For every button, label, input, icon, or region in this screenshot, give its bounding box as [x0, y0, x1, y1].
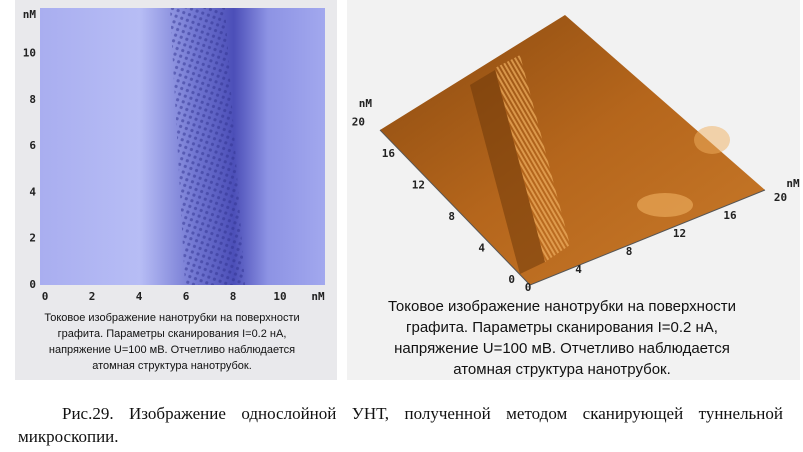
y-tick-label: 12: [412, 179, 425, 192]
x-tick-label: 4: [575, 263, 582, 276]
caption-line: атомная структура нанотрубок.: [92, 360, 252, 372]
surface-feature: [637, 193, 693, 217]
nanotube-lattice: [170, 8, 245, 285]
nanotube-3d: [495, 55, 570, 262]
y-tick-label: 8: [29, 93, 36, 106]
caption-line: графита. Параметры сканирования I=0.2 нА…: [406, 319, 718, 336]
x-tick-label: 6: [183, 290, 190, 303]
caption-line: Токовое изображение нанотрубки на поверх…: [44, 312, 299, 324]
x-tick-label: 2: [89, 290, 96, 303]
x-tick-label: 0: [42, 290, 49, 303]
caption-line: графита. Параметры сканирования I=0.2 нА…: [58, 328, 287, 340]
x-tick-label: 0: [525, 281, 532, 294]
y-tick-label: 20: [352, 116, 365, 129]
y-axis-unit: nM: [23, 8, 37, 21]
y-tick-label: 4: [478, 242, 485, 255]
y-tick-label: 2: [29, 232, 36, 245]
x-tick-label: 20: [774, 191, 787, 204]
y-tick-label: 6: [29, 139, 36, 152]
figure-caption: Рис.29. Изображение однослойной УНТ, пол…: [18, 404, 783, 446]
caption-line: Токовое изображение нанотрубки на поверх…: [388, 298, 736, 315]
x-tick-label: 12: [673, 227, 686, 240]
y-tick-label: 4: [29, 185, 36, 198]
y-tick-label: 10: [23, 47, 36, 60]
figure: 0 2 4 6 8 10 nM 0 2 4 6 8 10 nM Токовое изображение на…: [15, 0, 800, 380]
y-axis-unit: nM: [359, 97, 373, 110]
nanotube-shadow: [470, 70, 545, 274]
x-tick-label: 16: [723, 209, 737, 222]
y-tick-label: 0: [508, 273, 515, 286]
x-tick-label: 4: [136, 290, 143, 303]
caption-line: напряжение U=100 мВ. Отчетливо наблюдает…: [49, 344, 295, 356]
x-axis-unit: nM: [311, 290, 325, 303]
caption-line: напряжение U=100 мВ. Отчетливо наблюдает…: [394, 340, 730, 357]
x-tick-label: 10: [273, 290, 286, 303]
axis-line: [379, 129, 531, 286]
caption-line: атомная структура нанотрубок.: [453, 361, 671, 378]
surface-feature: [694, 126, 730, 154]
y-tick-label: 16: [382, 147, 396, 160]
x-tick-label: 8: [626, 245, 633, 258]
y-tick-label: 8: [448, 210, 455, 223]
x-tick-label: 8: [230, 290, 237, 303]
axis-line: [529, 189, 766, 286]
x-axis-unit: nM: [786, 177, 800, 190]
y-tick-label: 0: [29, 278, 36, 291]
